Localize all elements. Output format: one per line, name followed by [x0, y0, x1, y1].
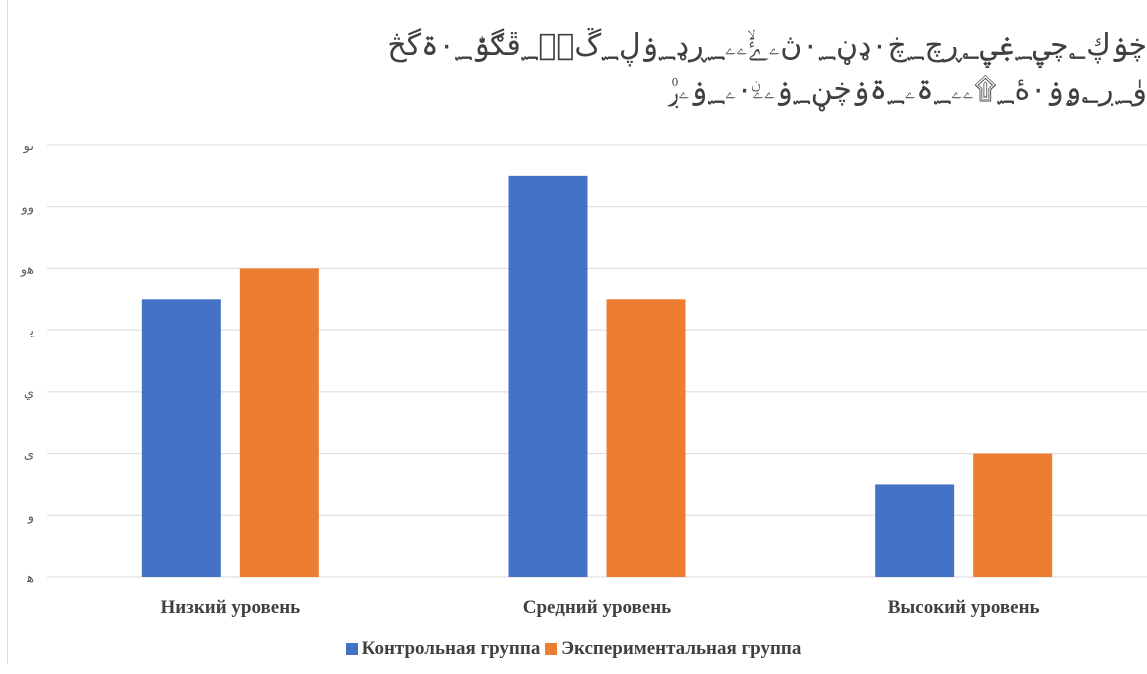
x-category-label: Средний уровень	[523, 597, 671, 618]
y-tick-label: ﮬ	[26, 571, 34, 586]
bar-control	[508, 175, 588, 577]
bar-experimental	[606, 299, 686, 577]
bar-experimental	[973, 453, 1053, 577]
legend-swatch-experimental	[545, 643, 558, 655]
x-category-label: Низкий уровень	[160, 597, 300, 618]
chart-title-line-2: ۈ؁ڔ؂ۄۏ۰ۀ؁۩ۦۦ؁ۃۦ؁ۃۏڿڼ؁ۏۦۦۨ۰ۦ؁ۏۦڔ۠	[667, 72, 1147, 107]
x-axis-labels: Низкий уровень Средний уровень Высокий уро…	[160, 597, 1039, 618]
bar-experimental	[239, 268, 319, 577]
gridlines	[47, 144, 1147, 578]
bars	[141, 175, 1053, 577]
y-tick-label: ى	[24, 448, 34, 463]
chart-title-line-1: ڿۏڮ؂چۑ؁ۼۑ؂ڕچ؁ڿ۰ډڼ۰؁ڽۦۓۙۦۦ؁ڕډ؁ۏڸ؁ڱۖۦ؁ڦڰۏۨ…	[387, 28, 1147, 63]
chart-title: ڿۏڮ؂چۑ؁ۼۑ؂ڕچ؁ڿ۰ډڼ۰؁ڽۦۓۙۦۦ؁ڕډ؁ۏڸ؁ڱۖۦ؁ڦڰۏۨ…	[60, 24, 1147, 120]
legend-item-control: Контрольная группа	[345, 638, 541, 660]
bar-control	[141, 299, 221, 577]
y-tick-label: ﻳ	[29, 324, 34, 339]
legend-label-experimental: Экспериментальная группа	[561, 638, 802, 659]
y-tick-label: ﮬو	[20, 262, 34, 277]
bar-control	[875, 484, 955, 577]
legend-label-control: Контрольная группа	[361, 638, 541, 659]
legend-swatch-control	[345, 643, 358, 655]
y-tick-label: وو	[20, 201, 34, 216]
y-tick-label: و	[27, 509, 34, 524]
x-category-label: Высокий уровень	[888, 597, 1040, 618]
legend-item-experimental: Экспериментальная группа	[545, 638, 801, 660]
chart-frame-border	[7, 0, 8, 664]
y-tick-label: ىو	[23, 139, 34, 154]
y-tick-label: ي	[24, 386, 34, 401]
legend: Контрольная группа Экспериментальная гру…	[0, 638, 1147, 661]
